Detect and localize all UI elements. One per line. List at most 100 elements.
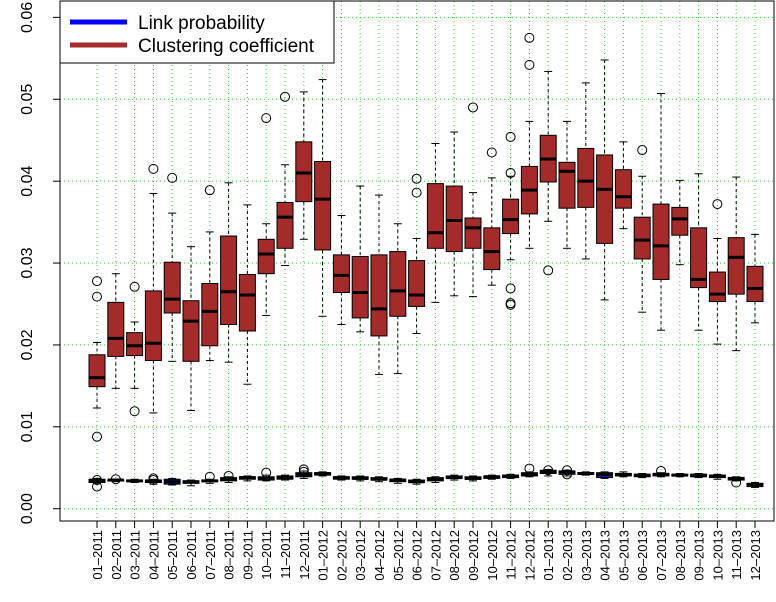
clustering-box — [201, 185, 219, 361]
box-iqr — [88, 354, 106, 388]
clustering-box — [332, 215, 350, 325]
clustering-box — [633, 145, 651, 313]
link-probability-series — [88, 463, 764, 492]
box-iqr — [671, 206, 689, 236]
box-iqr — [126, 332, 144, 357]
x-tick-label: 03–2012 — [353, 530, 368, 581]
y-tick-label: 0.01 — [19, 411, 36, 442]
outlier-point — [261, 113, 272, 124]
x-tick-label: 07–2013 — [654, 530, 669, 581]
outlier-point — [110, 474, 121, 485]
link-box — [332, 475, 350, 481]
clustering-box — [182, 246, 200, 411]
link-box — [426, 476, 444, 484]
link-box — [389, 477, 407, 484]
outlier-point — [505, 167, 516, 178]
box-iqr — [426, 183, 444, 249]
box-iqr — [502, 198, 520, 235]
box-iqr — [633, 216, 651, 260]
outlier-point — [223, 470, 234, 481]
legend-box — [59, 0, 335, 64]
outlier-point — [411, 173, 422, 184]
x-tick-label: 02–2013 — [560, 530, 575, 581]
box-iqr — [746, 265, 764, 303]
link-box — [671, 473, 689, 478]
x-tick-label: 05–2013 — [616, 530, 631, 581]
outlier-point — [468, 102, 478, 113]
outlier-point — [148, 163, 159, 174]
clustering-box — [502, 131, 520, 310]
box-iqr — [708, 271, 726, 303]
outlier-point — [543, 465, 554, 476]
clustering-box — [370, 194, 388, 375]
clustering-box — [577, 82, 595, 260]
clustering-box — [314, 79, 332, 317]
link-box — [238, 475, 256, 482]
outlier-point — [167, 172, 178, 183]
box-iqr — [652, 203, 670, 280]
x-tick-label: 06–2012 — [410, 530, 425, 581]
box-iqr — [445, 185, 463, 253]
outlier-point — [92, 481, 102, 492]
outlier-point — [280, 91, 290, 102]
link-box — [314, 471, 332, 477]
link-box — [445, 474, 463, 481]
link-box — [182, 479, 200, 487]
link-box — [295, 464, 313, 479]
link-box — [144, 473, 162, 486]
x-tick-label: 10–2012 — [485, 530, 500, 581]
link-box — [633, 473, 651, 479]
outlier-point — [204, 471, 215, 482]
clustering-box — [520, 32, 538, 249]
clustering-box — [408, 173, 426, 334]
box-iqr — [107, 301, 125, 357]
link-box — [483, 474, 501, 480]
link-box — [727, 476, 745, 488]
link-box — [408, 478, 426, 485]
x-tick-label: 03–2011 — [128, 530, 143, 580]
x-tick-label: 11–2011 — [278, 530, 293, 579]
x-tick-label: 12–2011 — [297, 530, 312, 580]
link-box — [107, 474, 125, 485]
link-box — [690, 473, 708, 479]
outlier-point — [656, 466, 666, 477]
x-tick-label: 07–2011 — [203, 530, 218, 580]
box-iqr — [332, 254, 350, 294]
box-iqr — [257, 238, 275, 275]
outlier-point — [298, 464, 309, 475]
link-box — [163, 477, 181, 486]
clustering-box — [671, 179, 689, 266]
x-axis: 01–2011 02–2011 03–2011 04–2011 05–2011 06–20… — [90, 521, 763, 581]
x-tick-label: 04–2013 — [598, 530, 613, 581]
clustering-box — [220, 182, 238, 363]
clustering-box — [163, 172, 181, 362]
outlier-point — [712, 199, 723, 210]
link-box — [201, 471, 219, 484]
x-tick-label: 09–2013 — [692, 530, 707, 581]
box-iqr — [370, 254, 388, 337]
clustering-box — [539, 70, 557, 276]
box-iqr — [558, 161, 576, 209]
box-iqr — [314, 161, 332, 251]
clustering-box — [426, 142, 444, 303]
y-tick-label: 0.03 — [19, 247, 36, 278]
x-tick-label: 06–2013 — [635, 530, 650, 581]
x-tick-label: 08–2011 — [222, 530, 237, 580]
box-iqr — [408, 260, 426, 307]
x-tick-label: 01–2013 — [541, 530, 556, 581]
y-tick-label: 0.05 — [19, 84, 36, 115]
clustering-box — [746, 233, 764, 324]
link-box — [370, 476, 388, 483]
x-tick-label: 06–2011 — [184, 530, 199, 580]
box-iqr — [727, 237, 745, 295]
box-iqr — [389, 251, 407, 317]
x-tick-label: 09–2012 — [466, 530, 481, 581]
link-box — [596, 471, 614, 479]
link-box — [464, 475, 482, 482]
x-tick-label: 01–2011 — [90, 530, 105, 580]
clustering-box — [727, 176, 745, 352]
box-iqr — [182, 300, 200, 362]
box-iqr — [596, 154, 614, 244]
clustering-box — [652, 93, 670, 331]
